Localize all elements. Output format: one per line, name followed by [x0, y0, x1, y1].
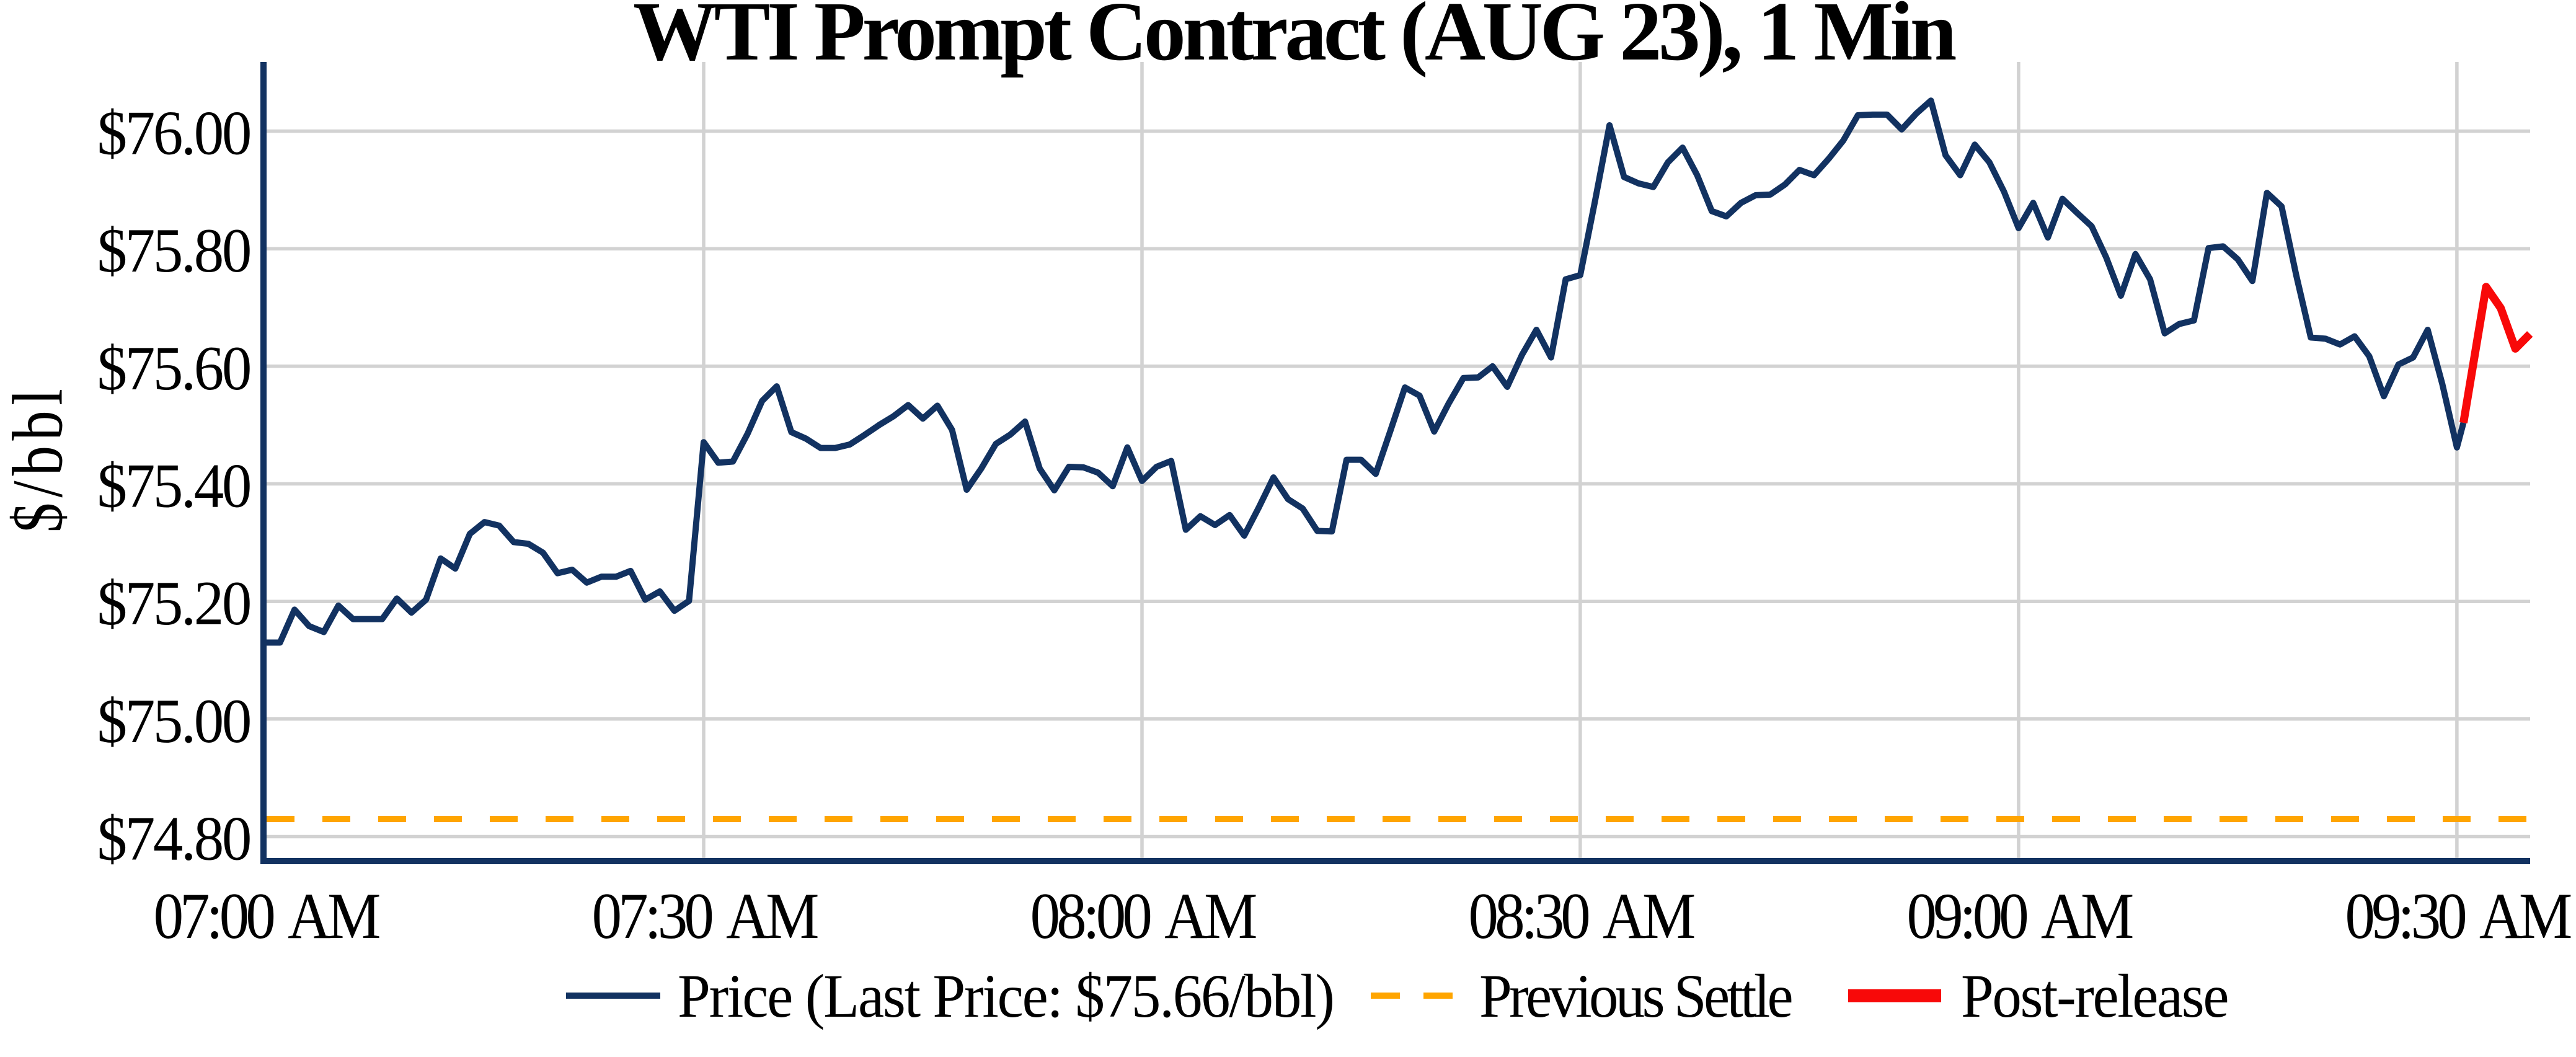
- svg-text:09:30 AM: 09:30 AM: [2345, 880, 2571, 952]
- svg-text:$76.00: $76.00: [97, 97, 250, 168]
- svg-text:Post-release: Post-release: [1961, 962, 2228, 1031]
- svg-text:Previous Settle: Previous Settle: [1479, 962, 1792, 1031]
- svg-text:$75.00: $75.00: [97, 686, 250, 756]
- svg-text:$75.20: $75.20: [97, 568, 250, 639]
- svg-text:$75.40: $75.40: [97, 450, 250, 521]
- svg-text:$75.80: $75.80: [97, 215, 250, 286]
- svg-text:$/bbl: $/bbl: [0, 384, 77, 533]
- svg-text:07:00 AM: 07:00 AM: [154, 880, 380, 952]
- svg-text:$74.80: $74.80: [97, 803, 250, 873]
- svg-text:07:30 AM: 07:30 AM: [592, 880, 818, 952]
- svg-text:$75.60: $75.60: [97, 333, 250, 404]
- svg-text:09:00 AM: 09:00 AM: [1906, 880, 2133, 952]
- svg-text:08:30 AM: 08:30 AM: [1468, 880, 1694, 952]
- svg-text:08:00 AM: 08:00 AM: [1030, 880, 1257, 952]
- svg-text:WTI Prompt Contract (AUG 23),: WTI Prompt Contract (AUG 23), 1 Min: [633, 0, 1956, 78]
- svg-text:Price (Last Price: $75.66/bbl): Price (Last Price: $75.66/bbl): [678, 962, 1334, 1031]
